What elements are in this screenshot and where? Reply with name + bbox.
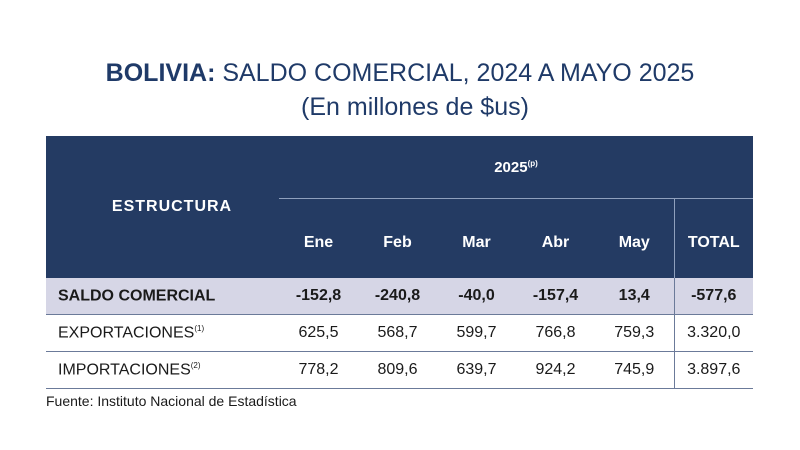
table-cell: -240,8 (358, 278, 437, 315)
table-cell: -40,0 (437, 278, 516, 315)
row-note: (2) (190, 360, 201, 370)
title-country: BOLIVIA: (105, 59, 216, 87)
source-note: Fuente: Instituto Nacional de Estadístic… (46, 393, 297, 409)
column-header: May (618, 234, 650, 251)
table-row: EXPORTACIONES(1) 625,5 568,7 599,7 766,8… (46, 314, 754, 352)
table-cell: -152,8 (279, 278, 358, 315)
row-label: EXPORTACIONES(1) (46, 314, 279, 352)
header-row-top: ESTRUCTURA 2025(p) (46, 136, 754, 215)
title-text: SALDO COMERCIAL, 2024 A MAYO 2025 (215, 59, 695, 87)
table-row: IMPORTACIONES(2) 778,2 809,6 639,7 924,2… (46, 351, 754, 389)
row-label: IMPORTACIONES(2) (46, 351, 279, 389)
table-cell: 639,7 (437, 351, 516, 389)
table-cell: 745,9 (595, 351, 674, 389)
row-note: (1) (194, 323, 205, 333)
page-subtitle: (En millones de $us) (301, 93, 529, 121)
table-cell: 13,4 (595, 278, 674, 315)
year-header: 2025(p) (279, 136, 754, 199)
column-header: Ene (303, 234, 334, 251)
table-row: SALDO COMERCIAL -152,8 -240,8 -40,0 -157… (46, 278, 754, 315)
column-header: Abr (541, 234, 570, 251)
year-note: (p) (527, 158, 538, 168)
trade-balance-table: ESTRUCTURA 2025(p) Ene Feb Mar Abr May T… (46, 136, 754, 389)
row-label-text: EXPORTACIONES (58, 324, 195, 342)
page-title: BOLIVIA: SALDO COMERCIAL, 2024 A MAYO 20… (0, 58, 800, 88)
table-cell: 766,8 (516, 314, 595, 352)
table-cell-total: -577,6 (673, 278, 754, 315)
column-header: Feb (383, 234, 412, 251)
table-cell: 759,3 (595, 314, 674, 352)
table-cell: -157,4 (516, 278, 595, 315)
table-cell: 625,5 (279, 314, 358, 352)
table-cell: 568,7 (358, 314, 437, 352)
table-cell: 809,6 (358, 351, 437, 389)
table-cell: 599,7 (437, 314, 516, 352)
structure-header: ESTRUCTURA (111, 198, 233, 215)
column-header: Mar (462, 234, 491, 251)
table-cell: 778,2 (279, 351, 358, 389)
year-label: 2025 (494, 158, 528, 176)
column-header-total: TOTAL (673, 198, 754, 278)
table-cell-total: 3.320,0 (673, 314, 754, 352)
row-label-text: SALDO COMERCIAL (58, 287, 216, 305)
table-cell-total: 3.897,6 (673, 351, 754, 389)
row-label: SALDO COMERCIAL (46, 278, 279, 315)
row-label-text: IMPORTACIONES (58, 361, 191, 379)
table-cell: 924,2 (516, 351, 595, 389)
